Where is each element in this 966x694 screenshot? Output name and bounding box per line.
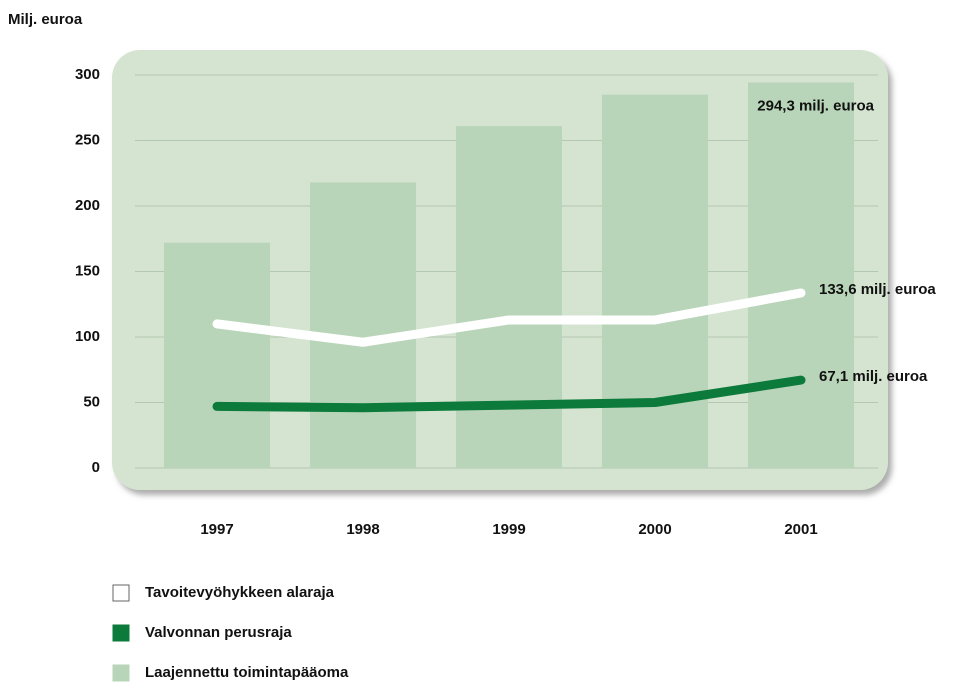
x-tick-label: 1997 [200,521,233,538]
x-tick-label: 2000 [638,521,671,538]
legend-swatch [112,664,130,682]
y-tick-label: 0 [92,459,100,476]
legend-swatch [112,624,130,642]
x-tick-label: 1998 [346,521,379,538]
bar [602,94,708,469]
legend-swatch [112,584,130,602]
bar [748,82,854,468]
data-label: 67,1 milj. euroa [819,368,928,385]
legend-label: Laajennettu toimintapääoma [145,664,349,681]
y-axis-label: Milj. euroa [8,11,83,28]
y-tick-label: 150 [75,262,100,279]
data-label: 133,6 milj. euroa [819,281,936,298]
legend-label: Valvonnan perusraja [145,624,292,641]
x-tick-label: 2001 [784,521,817,538]
y-tick-label: 100 [75,328,100,345]
data-label: 294,3 milj. euroa [757,97,874,114]
y-tick-label: 250 [75,131,100,148]
y-tick-label: 300 [75,66,100,83]
legend-label: Tavoitevyöhykkeen alaraja [145,584,335,601]
line [212,375,806,413]
x-tick-label: 1999 [492,521,525,538]
bar [310,182,416,469]
bar [164,242,270,468]
bar [456,126,562,468]
y-tick-label: 50 [83,393,100,410]
line [212,288,806,347]
y-tick-label: 200 [75,197,100,214]
